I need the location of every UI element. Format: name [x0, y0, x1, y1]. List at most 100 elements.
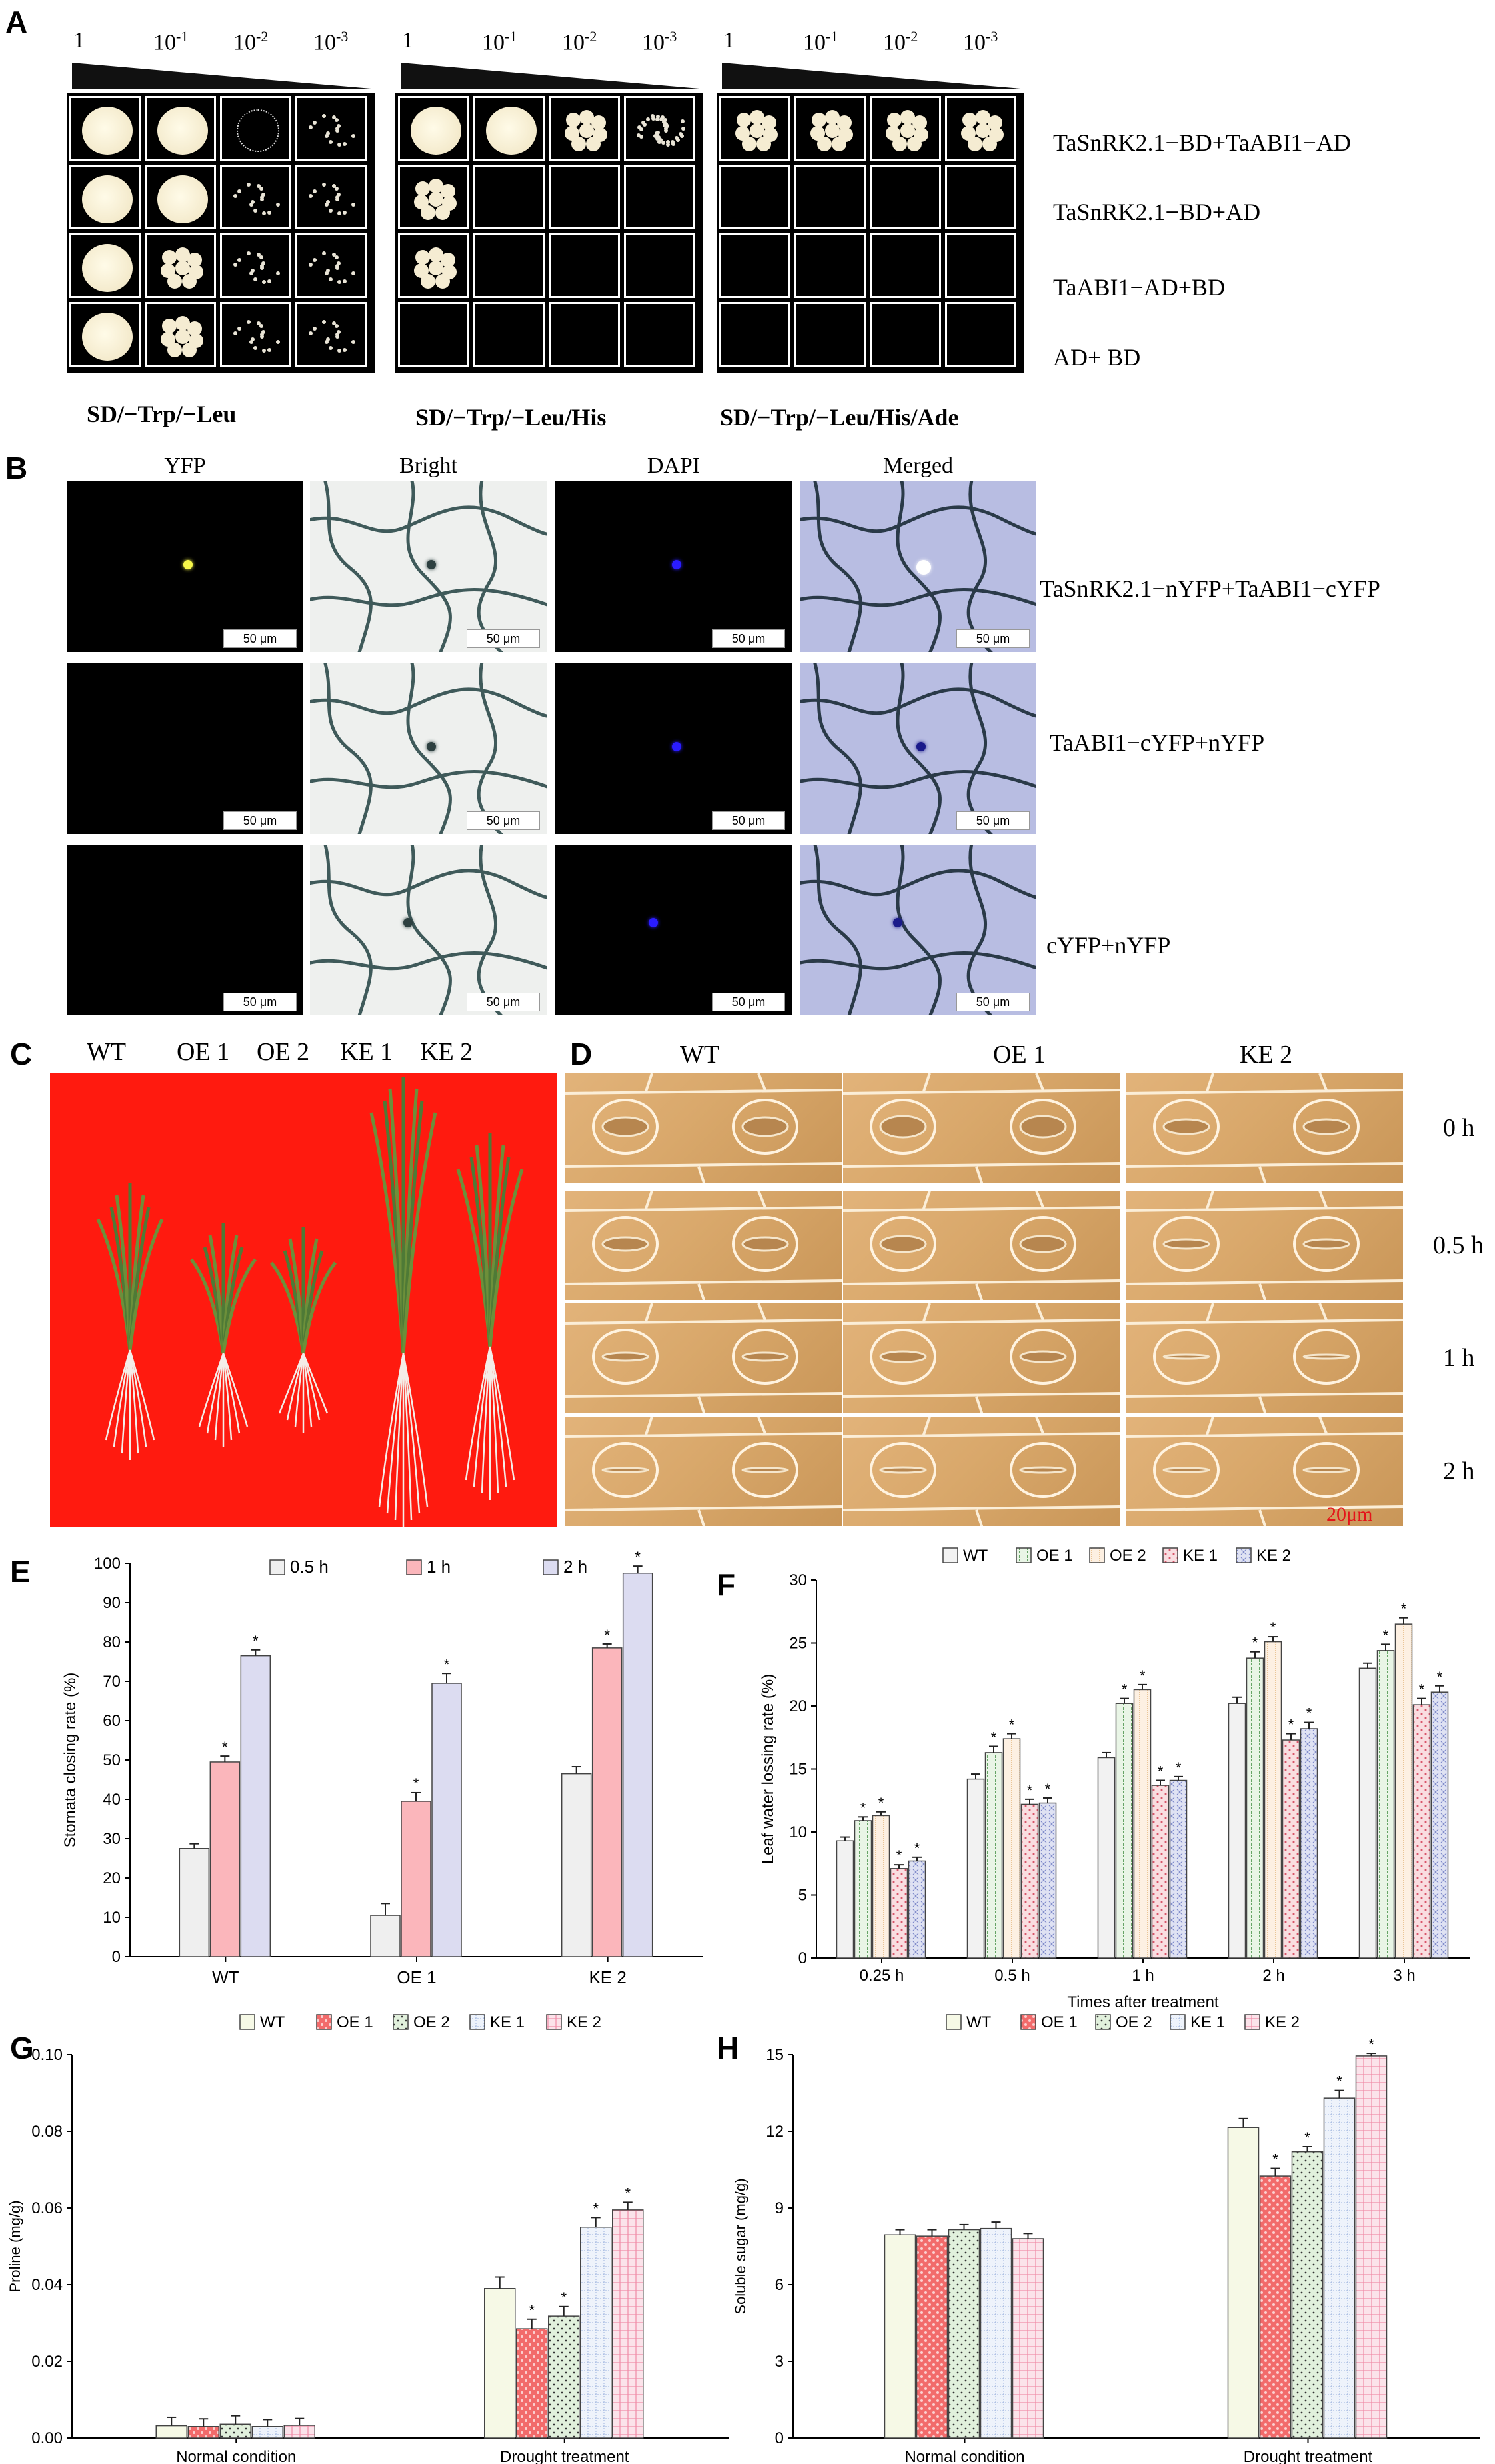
stoma [870, 1099, 936, 1155]
interaction-combo-label: TaABI1−AD+BD [1053, 274, 1226, 301]
yeast-microcolony [664, 127, 669, 131]
guard-cell-outline [1293, 1442, 1360, 1498]
yeast-spot [870, 165, 941, 229]
cell-wall-line [310, 951, 547, 971]
root [402, 1353, 421, 1514]
y-axis-label: Stomata closing rate (%) [61, 1673, 79, 1848]
yeast-colony [187, 321, 202, 336]
cell-wall-line [477, 845, 503, 1015]
yeast-microcolony [325, 131, 330, 135]
legend-swatch [269, 1559, 285, 1575]
yeast-microcolony [312, 326, 317, 331]
yeast-colony [761, 115, 776, 130]
yeast-microcolony [342, 348, 347, 353]
yeast-colony [982, 136, 997, 151]
yeast-colony [975, 123, 990, 138]
cell-wall-line [323, 663, 373, 834]
yeast-microcolony [334, 187, 339, 191]
stomatal-pore [1302, 1238, 1350, 1250]
cell-wall-line [896, 481, 942, 652]
yeast-spot [398, 96, 469, 161]
dilution-exponent: -1 [826, 28, 838, 45]
bar [179, 1848, 210, 1957]
chart-e-stomata-closing: 0 10 20 30 40 50 60 70 80 90 100 Stomata closing ra… [61, 1549, 703, 1987]
stoma [1153, 1329, 1220, 1385]
guard-cell-outline [732, 1442, 798, 1498]
cell-boundary [843, 1303, 1120, 1413]
yeast-spot [220, 233, 291, 298]
stomata-micrograph [565, 1073, 842, 1183]
yeast-microcolony [259, 255, 263, 260]
yeast-spot [549, 302, 620, 367]
yeast-microcolony [247, 251, 251, 256]
panel-c-label: C [10, 1037, 33, 1071]
y-tick-label: 50 [103, 1751, 121, 1769]
leaf-blade [488, 1169, 524, 1347]
dilution-exponent: -1 [176, 28, 189, 45]
yeast-microcolony [663, 123, 667, 127]
yeast-colony [415, 181, 430, 196]
yeast-microcolony [328, 140, 333, 145]
stomata-micrograph [565, 1417, 842, 1526]
stomatal-pore [741, 1351, 789, 1362]
interaction-combo-label: AD+ BD [1053, 344, 1141, 371]
bifc-column-header: Bright [399, 453, 457, 478]
legend-swatch [1016, 1547, 1032, 1563]
yeast-spot [220, 165, 291, 229]
x-category-label: 1 h [1132, 1967, 1154, 1985]
scale-bar: 50 μm [223, 629, 297, 648]
time-label: 0.5 h [1433, 1231, 1484, 1259]
yeast-microcolony [259, 324, 263, 329]
stomata-micrograph [1126, 1303, 1403, 1413]
legend-label: OE 1 [1041, 2013, 1078, 2031]
yeast-spot [945, 302, 1016, 367]
stoma [870, 1329, 936, 1385]
legend-swatch [316, 2014, 332, 2030]
cell-wall-line [813, 663, 862, 834]
bar [980, 2227, 1012, 2439]
yeast-microcolony [308, 262, 313, 267]
dilution-label: 10-2 [562, 28, 597, 55]
x-category-label: 0.25 h [860, 1967, 904, 1985]
cell-wall-line [800, 687, 1036, 718]
yeast-microcolony [260, 264, 265, 269]
yeast-colony [428, 260, 443, 275]
yeast-spot [220, 302, 291, 367]
yeast-microcolony [308, 193, 313, 198]
stoma [1010, 1329, 1076, 1385]
yeast-colony [428, 191, 443, 207]
guard-cell-outline [1153, 1442, 1220, 1498]
bright-field-image: 50 μm [310, 845, 547, 1015]
bar [548, 2315, 580, 2439]
yeast-microcolony [337, 124, 341, 129]
dilution-exponent: -3 [665, 28, 677, 45]
yeast-spot [870, 302, 941, 367]
dilution-label: 10-1 [153, 28, 189, 55]
cell-wall-line [896, 663, 942, 834]
epidermal-cells [1126, 1417, 1403, 1526]
yeast-microcolony [681, 127, 686, 131]
y-tick-label: 80 [103, 1633, 121, 1651]
bar [1264, 1641, 1282, 1959]
guard-cell-outline [870, 1329, 936, 1385]
yeast-colony [410, 106, 461, 155]
panel-b-label: B [5, 451, 28, 485]
dilution-exponent: -2 [256, 28, 269, 45]
panel-a-label: A [5, 5, 28, 39]
yeast-microcolony [249, 271, 253, 276]
stoma [732, 1216, 798, 1272]
yeast-microcolony [276, 271, 281, 276]
yeast-microcolony [642, 122, 647, 127]
epidermal-cells [565, 1073, 842, 1183]
root [222, 1353, 241, 1434]
significance-marker: * [1027, 1782, 1033, 1799]
yeast-microcolony [267, 279, 271, 284]
yeast-microcolony [335, 195, 340, 200]
legend-swatch [543, 1559, 559, 1575]
bar [1115, 1703, 1134, 1959]
bar [1151, 1785, 1170, 1959]
yeast-microcolony [312, 257, 317, 262]
yeast-microcolony [312, 120, 317, 125]
legend-label: 0.5 h [290, 1557, 329, 1577]
root [113, 1349, 131, 1447]
